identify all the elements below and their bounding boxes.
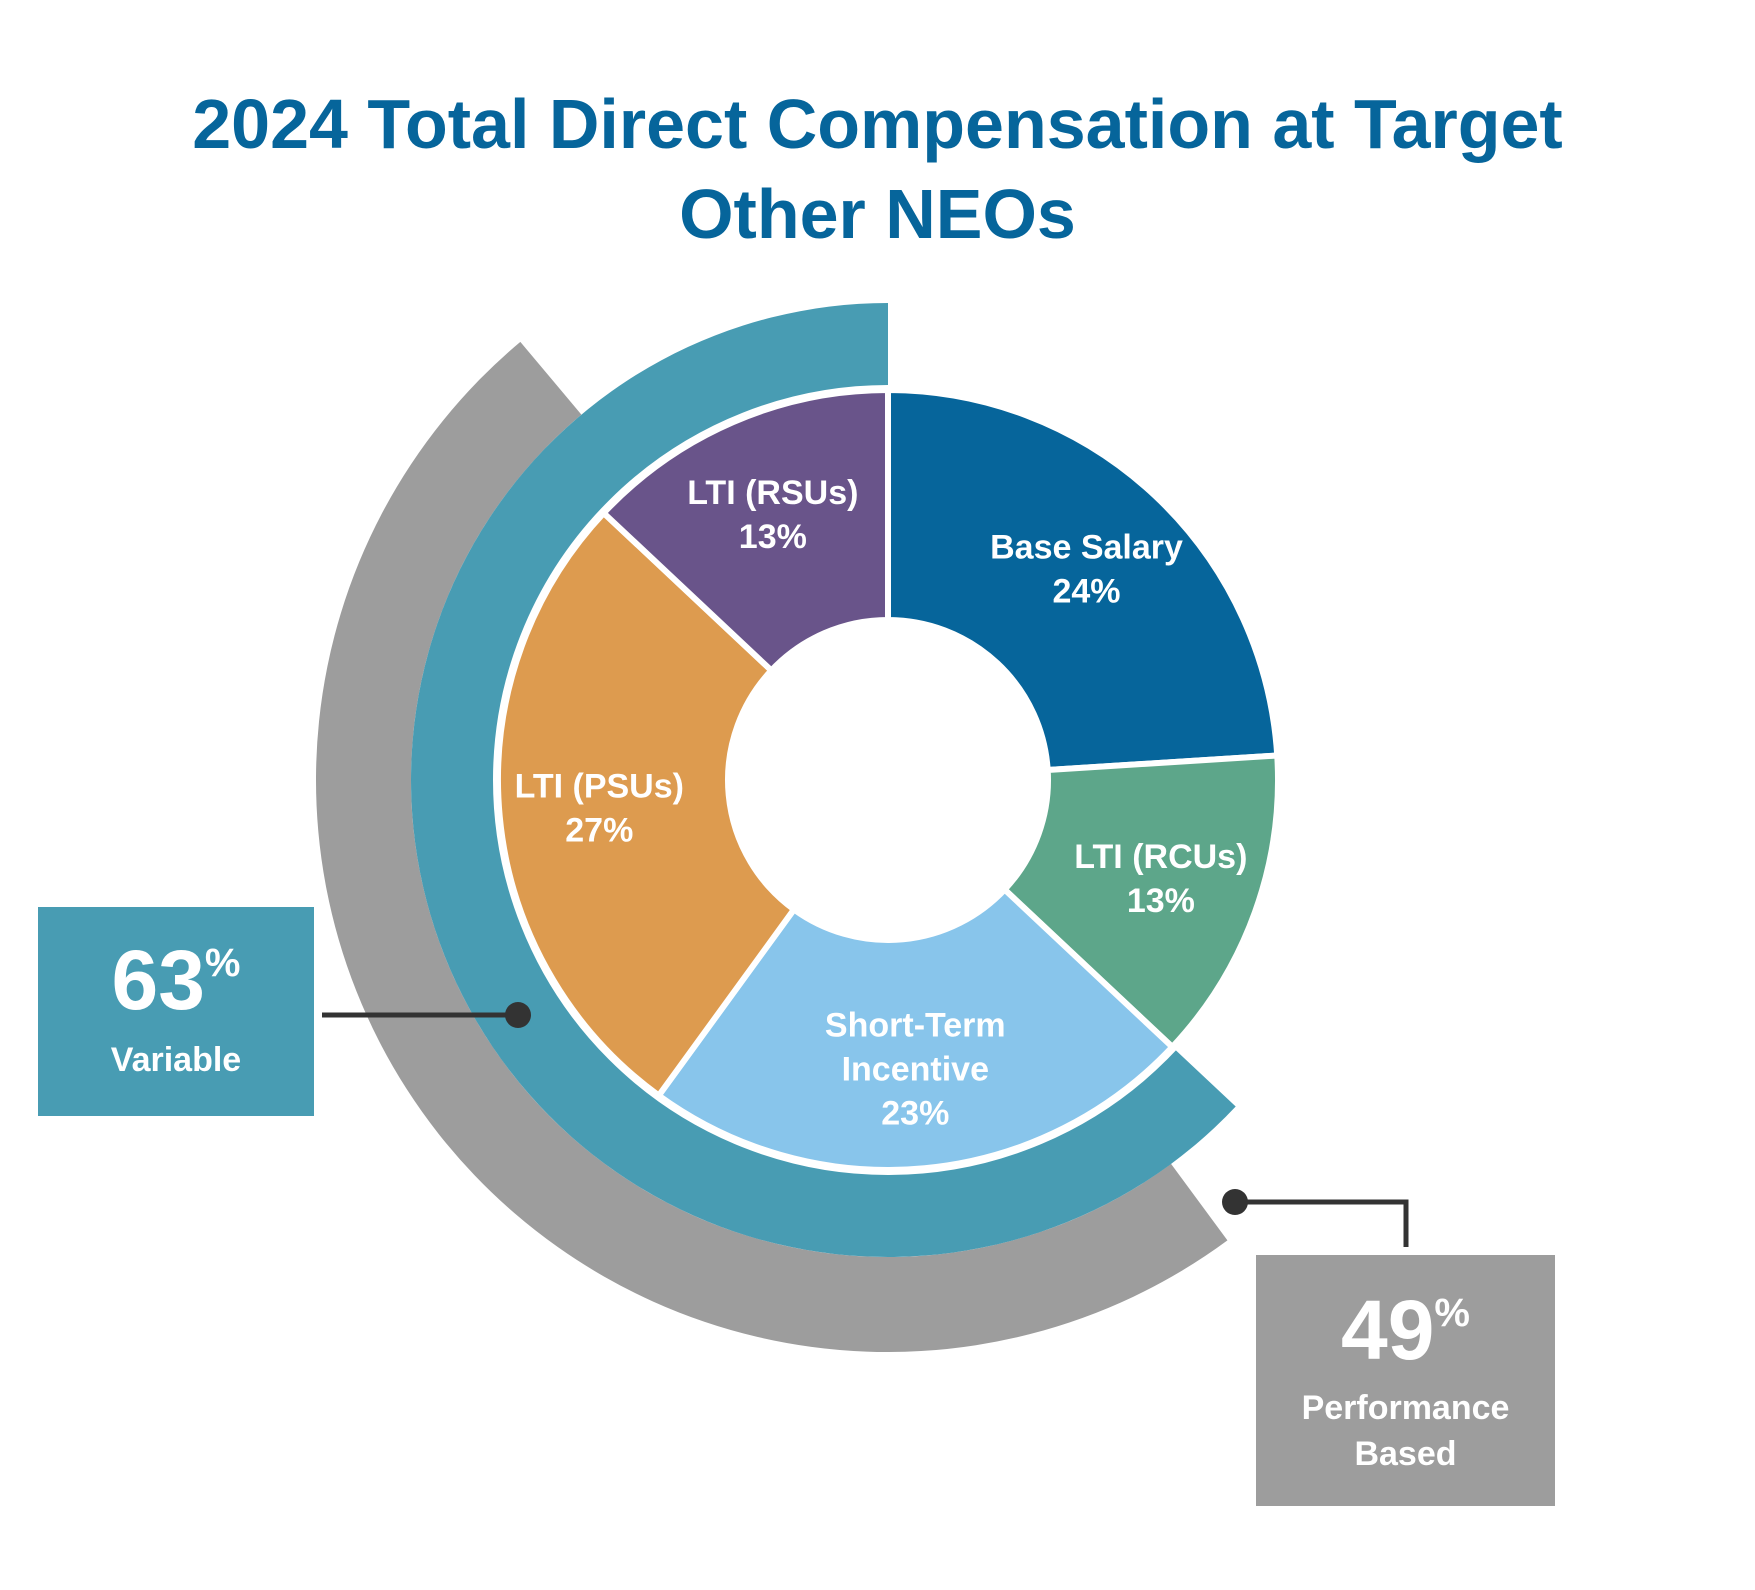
slice-label-lti-rcus: LTI (RCUs) [1074,838,1247,876]
slice-value-base-salary: 24% [1052,573,1120,611]
slice-label-base-salary: Base Salary [990,529,1183,567]
performance-callout: 49% Performance Based [1256,1255,1555,1506]
variable-callout-unit: % [204,941,241,985]
slice-label-short-term-incentive: Incentive [842,1051,989,1089]
chart-title: 2024 Total Direct Compensation at Target [192,85,1563,163]
variable-connector-dot [505,1002,531,1028]
slice-value-lti-psus: 27% [565,811,633,849]
variable-callout-value: 63 [111,933,205,1027]
variable-callout: 63% Variable [38,907,314,1116]
slice-value-lti-rsus: 13% [739,518,807,556]
slice-lti-rcus [1001,752,1281,1050]
slice-base-salary [885,387,1281,773]
slice-label-short-term-incentive: Short-Term [825,1007,1006,1045]
performance-callout-unit: % [1434,1291,1470,1335]
ring-variable [410,303,1236,1257]
performance-callout-label-line1: Performance [1301,1389,1510,1427]
slice-label-lti-rsus: LTI (RSUs) [687,474,858,512]
chart-subtitle: Other NEOs [679,175,1076,253]
variable-callout-label: Variable [110,1041,242,1079]
ring-performance-based [315,341,1228,1353]
slice-label-lti-psus: LTI (PSUs) [515,767,684,805]
slice-lti-rsus [600,387,891,674]
slice-value-short-term-incentive: 23% [881,1095,949,1133]
slice-value-lti-rcus: 13% [1127,882,1195,920]
performance-callout-value: 49 [1340,1283,1435,1377]
slice-lti-psus [495,510,797,1099]
performance-connector-dot [1222,1189,1248,1215]
performance-callout-label-line2: Based [1354,1435,1457,1473]
performance-connector [1235,1199,1409,1247]
slice-short-term-incentive [655,886,1176,1173]
